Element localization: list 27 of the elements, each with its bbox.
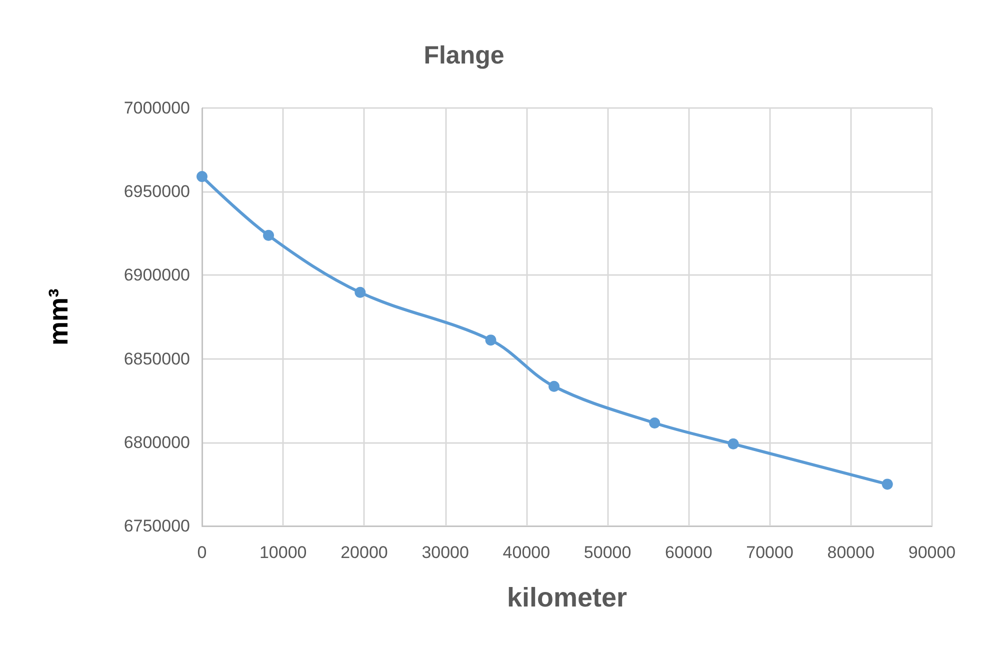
x-tick-label: 10000 (259, 543, 307, 562)
x-tick-label: 40000 (502, 543, 550, 562)
x-tick-label: 90000 (908, 543, 956, 562)
x-tick-label: 70000 (746, 543, 794, 562)
point (354, 286, 366, 298)
x-tick-label: 20000 (340, 543, 388, 562)
point (548, 380, 560, 392)
point (196, 171, 208, 182)
y-tick-label: 6850000 (124, 349, 190, 368)
y-tick-label: 6750000 (124, 516, 190, 536)
point (649, 418, 660, 428)
point (485, 334, 496, 346)
chart-title: Flange (424, 42, 504, 70)
point (728, 438, 739, 450)
y-tick-label: 6900000 (124, 266, 190, 285)
y-tick-label: 6950000 (124, 182, 190, 202)
point (882, 478, 893, 490)
y-tick-label: 7000000 (124, 98, 190, 118)
x-tick-label: 80000 (827, 543, 875, 562)
x-tick-label: 0 (197, 543, 207, 562)
y-axis-title: mm³ (44, 288, 74, 346)
y-tick-label: 6800000 (124, 432, 190, 452)
x-tick-label: 30000 (422, 543, 469, 562)
x-tick-label: 60000 (665, 543, 712, 562)
x-axis-title: kilometer (506, 582, 628, 612)
x-tick-label: 50000 (584, 543, 632, 562)
point (263, 230, 274, 241)
